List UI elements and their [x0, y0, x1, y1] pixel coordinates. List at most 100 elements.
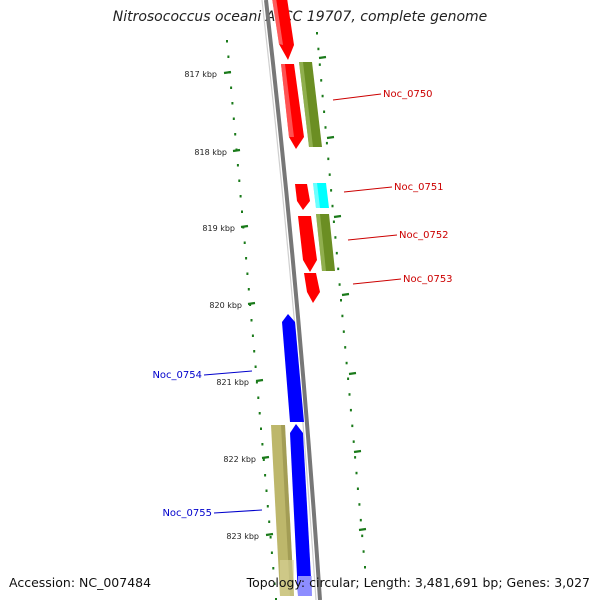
scale-dot: [362, 550, 365, 553]
scale-tick-817: 817 kbp: [184, 70, 232, 79]
scale-dot: [323, 110, 326, 113]
gene-label-noc-0755[interactable]: Noc_0755: [162, 508, 263, 519]
scale-dot: [345, 361, 348, 365]
scale-dot: [268, 520, 271, 523]
scale-dot: [361, 534, 364, 538]
gene-label-noc-0751[interactable]: Noc_0751: [343, 182, 444, 193]
scale-dot: [227, 55, 230, 58]
scale-dot: [335, 251, 338, 255]
scale-label-820: 820 kbp: [209, 301, 242, 310]
scale-dot: [236, 164, 239, 167]
scale-dot: [230, 86, 233, 89]
scale-dot: [348, 393, 351, 396]
gene-arrow-noc-0752[interactable]: [298, 216, 317, 272]
gene-arrow-noc-0755[interactable]: [290, 424, 312, 596]
scale-dot: [317, 47, 320, 51]
scale-dot: [239, 195, 242, 198]
scale-dot: [349, 408, 352, 412]
forward-strand-features: [272, 0, 335, 303]
gene-label-text-noc-0753: Noc_0753: [403, 274, 453, 285]
scale-dot: [321, 94, 324, 98]
scale-dot: [352, 440, 355, 443]
scale-dot: [265, 489, 268, 492]
scale-dot: [342, 330, 345, 333]
gene-label-text-noc-0752: Noc_0752: [399, 230, 449, 241]
scale-dot: [347, 377, 350, 380]
scale-tick-823: 823 kbp: [226, 532, 274, 541]
scale-dot: [245, 257, 248, 260]
scale-dot: [273, 582, 276, 585]
scale-dot: [241, 210, 243, 213]
genome-title: Nitrosococcus oceani ATCC 19707, complet…: [112, 9, 488, 25]
scale-dot: [270, 551, 273, 554]
scale-dot: [332, 220, 335, 223]
scale-dot: [344, 346, 347, 349]
reverse-strand-features: [271, 314, 312, 596]
scale-dot: [331, 204, 334, 208]
scale-dot: [253, 350, 256, 353]
scale-dot: [337, 267, 340, 271]
gene-label-noc-0750[interactable]: Noc_0750: [332, 89, 433, 101]
scale-dot: [324, 126, 327, 129]
scale-tick-818: 818 kbp: [194, 148, 241, 157]
scale-dot: [338, 283, 341, 286]
scale-dot: [258, 412, 261, 415]
scale-dot: [234, 133, 237, 136]
gene-label-noc-0753[interactable]: Noc_0753: [352, 274, 453, 285]
scale-label-819: 819 kbp: [202, 224, 235, 233]
scale-dot: [260, 427, 262, 430]
scale-dot: [262, 458, 265, 461]
gene-label-text-noc-0750: Noc_0750: [383, 89, 433, 100]
gene-label-noc-0754[interactable]: Noc_0754: [152, 370, 253, 381]
scale-label-817: 817 kbp: [184, 70, 217, 79]
scale-dot: [226, 40, 228, 43]
scale-tick-819: 819 kbp: [202, 224, 249, 233]
scale-label-823: 823 kbp: [226, 532, 259, 541]
gene-label-text-noc-0754: Noc_0754: [152, 370, 202, 381]
scale-tick-821: 821 kbp: [216, 378, 264, 387]
genome-backbone-highlight: [261, 0, 317, 600]
scale-dot: [364, 566, 366, 569]
scale-dot: [356, 487, 359, 490]
scale-label-821: 821 kbp: [216, 378, 249, 387]
gene-arrow-noc-0754[interactable]: [282, 314, 304, 422]
scale-dot: [275, 598, 277, 600]
gene-arrow-noc-0753[interactable]: [304, 273, 320, 303]
scale-dot: [355, 471, 358, 475]
scale-dot: [238, 179, 241, 182]
scale-dot: [334, 236, 337, 239]
gene-arrow-noc-0751[interactable]: [295, 184, 310, 210]
scale-dot: [255, 381, 258, 384]
scale-dot: [351, 424, 354, 428]
scale-dot: [264, 474, 267, 477]
scale-dot: [232, 117, 235, 120]
scale-dot: [246, 272, 249, 275]
scale-dot: [272, 567, 275, 570]
scale-label-818: 818 kbp: [194, 148, 227, 157]
scale-dot: [359, 518, 362, 522]
scale-tick-822: 822 kbp: [223, 455, 270, 464]
scale-dot: [320, 79, 323, 82]
scale-dot: [358, 503, 361, 506]
gene-label-noc-0752[interactable]: Noc_0752: [347, 230, 449, 241]
gene-label-text-noc-0751: Noc_0751: [394, 182, 444, 193]
scale-dot: [261, 443, 264, 446]
scale-dot: [318, 63, 321, 66]
scale-dot: [354, 456, 357, 459]
topology-text: Topology: circular; Length: 3,481,691 bp…: [246, 575, 590, 590]
scale-dot: [327, 157, 330, 161]
scale-dot: [243, 241, 246, 244]
left-scale-dots: [226, 40, 277, 600]
scale-dot: [340, 299, 342, 302]
scale-dot: [250, 319, 253, 322]
scale-dot: [341, 314, 344, 318]
scale-tick-820: 820 kbp: [209, 301, 256, 310]
scale-dot: [231, 102, 234, 105]
scale-dot: [330, 189, 333, 192]
scale-dot: [325, 141, 328, 145]
accession-text: Accession: NC_007484: [9, 575, 152, 590]
scale-label-822: 822 kbp: [223, 455, 256, 464]
genome-backbone: [264, 0, 322, 600]
